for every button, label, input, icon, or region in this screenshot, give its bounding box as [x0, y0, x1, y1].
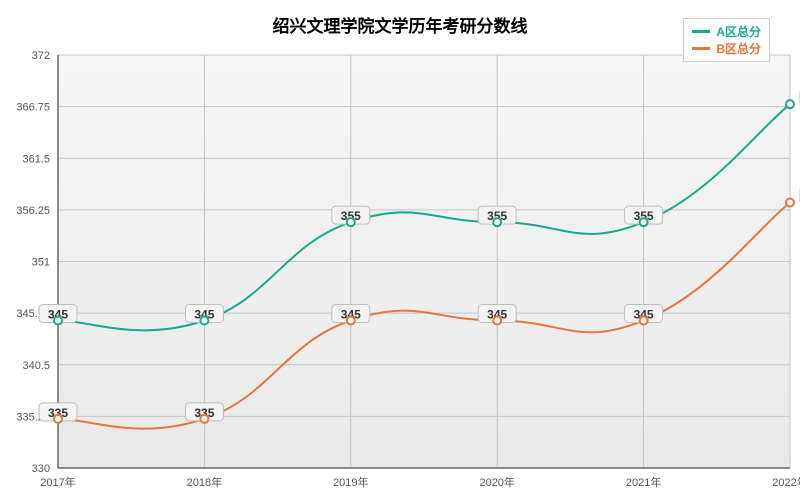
chart-title: 绍兴文理学院文学历年考研分数线	[0, 12, 800, 37]
svg-text:366.75: 366.75	[16, 102, 50, 114]
svg-text:356.25: 356.25	[16, 205, 50, 217]
legend-label-b: B区总分	[716, 40, 761, 57]
legend-swatch-a	[692, 30, 710, 33]
svg-text:361.5: 361.5	[22, 153, 50, 165]
legend-item-b: B区总分	[692, 40, 761, 57]
legend-item-a: A区总分	[692, 23, 761, 40]
svg-text:330: 330	[32, 463, 50, 475]
svg-text:351: 351	[32, 257, 50, 269]
svg-text:2021年: 2021年	[626, 475, 661, 489]
svg-text:2017年: 2017年	[40, 475, 75, 489]
svg-text:372: 372	[32, 50, 50, 62]
legend: A区总分 B区总分	[683, 18, 770, 62]
svg-text:2019年: 2019年	[333, 475, 368, 489]
svg-text:2022年: 2022年	[772, 475, 800, 489]
svg-text:2018年: 2018年	[187, 475, 222, 489]
svg-text:2020年: 2020年	[479, 475, 514, 489]
chart-svg: 330335.25340.5345.75351356.25361.5366.75…	[0, 0, 800, 500]
svg-text:340.5: 340.5	[22, 360, 50, 372]
legend-swatch-b	[692, 47, 710, 50]
chart-container: 绍兴文理学院文学历年考研分数线 A区总分 B区总分 330335.25340.5…	[0, 0, 800, 500]
legend-label-a: A区总分	[716, 23, 761, 40]
